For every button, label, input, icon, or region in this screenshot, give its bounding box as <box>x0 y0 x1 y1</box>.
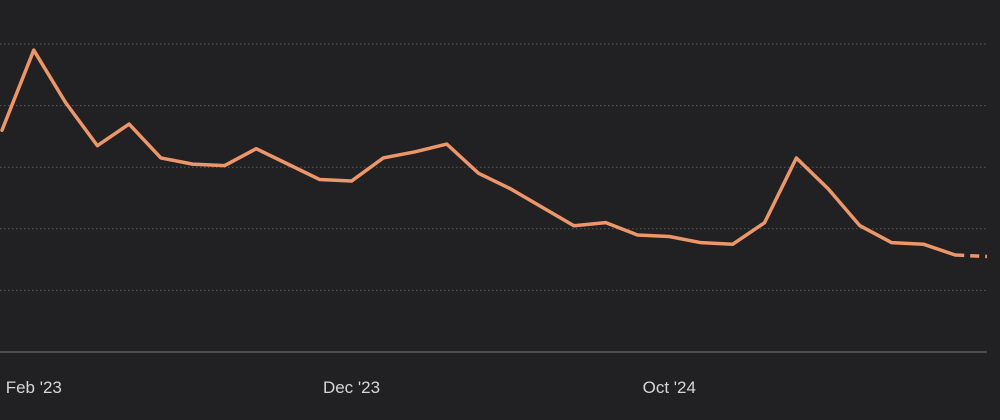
x-tick-label: Feb '23 <box>6 378 62 397</box>
series-line <box>0 48 957 257</box>
x-tick-label: Dec '23 <box>323 378 380 397</box>
x-tick-label: Oct '24 <box>643 378 696 397</box>
series-line-projected <box>955 253 988 259</box>
